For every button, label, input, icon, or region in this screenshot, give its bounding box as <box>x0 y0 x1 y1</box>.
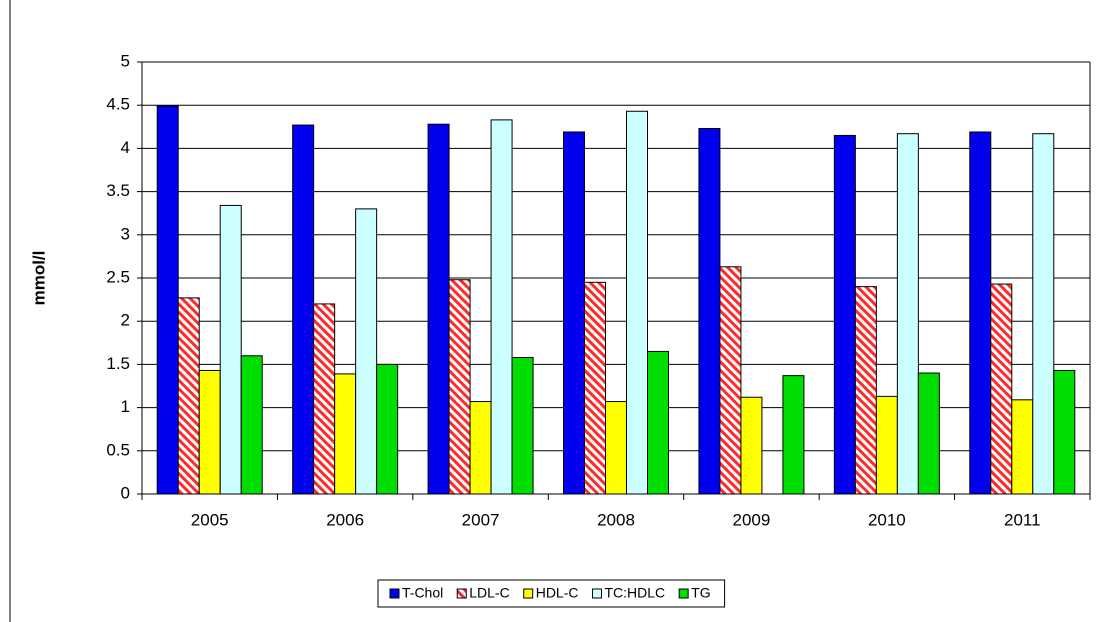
y-tick-label: 3 <box>121 224 130 243</box>
legend-label: HDL-C <box>536 585 579 601</box>
legend: T-Chol LDL-C HDL-C TC:HDLC TG <box>377 579 726 608</box>
bar <box>626 110 648 495</box>
x-tick-label: 2011 <box>1004 510 1041 529</box>
bar <box>355 208 378 495</box>
bar <box>896 133 919 495</box>
bar <box>292 124 315 495</box>
y-tick-label: 5 <box>121 51 130 70</box>
y-tick-label: 2.5 <box>106 267 130 286</box>
legend-label: LDL-C <box>469 585 509 601</box>
bar <box>647 350 669 495</box>
y-tick-label: 1 <box>121 397 130 416</box>
bar <box>198 369 221 495</box>
bar <box>1032 133 1055 495</box>
bar <box>376 363 399 495</box>
bar <box>1053 369 1076 495</box>
x-tick-label: 2010 <box>868 510 906 529</box>
y-tick-label: 4 <box>121 138 130 157</box>
bar <box>854 286 877 495</box>
bar <box>605 401 627 495</box>
x-tick-label: 2007 <box>462 510 500 529</box>
bar <box>1011 399 1034 495</box>
bar <box>719 266 742 495</box>
bar <box>240 355 263 495</box>
bar <box>448 279 471 495</box>
bar <box>782 375 805 495</box>
bar <box>427 123 450 495</box>
legend-box <box>377 579 726 608</box>
legend-swatch <box>523 588 534 599</box>
x-tick-label: 2008 <box>597 510 635 529</box>
legend-label: TC:HDLC <box>604 585 665 601</box>
bar <box>490 119 513 495</box>
bar <box>511 356 534 495</box>
x-tick-label: 2005 <box>191 510 229 529</box>
legend-swatch <box>678 588 689 599</box>
legend-label: TG <box>691 585 710 601</box>
bar <box>917 372 940 495</box>
bar <box>219 204 242 495</box>
bar <box>969 131 992 495</box>
legend-swatch <box>591 588 602 599</box>
bar <box>990 283 1013 495</box>
legend-label: T-Chol <box>402 585 443 601</box>
bar <box>740 396 763 495</box>
bar <box>177 297 200 495</box>
y-axis-label: mmol/l <box>29 251 48 306</box>
x-tick-label: 2006 <box>326 510 364 529</box>
y-tick-label: 2 <box>121 311 130 330</box>
x-tick-label: 2009 <box>733 510 771 529</box>
bar <box>469 401 492 495</box>
bar <box>334 373 357 495</box>
y-tick-label: 0.5 <box>106 440 130 459</box>
bar <box>563 131 585 495</box>
bar <box>313 303 336 495</box>
bar <box>584 281 606 495</box>
y-tick-label: 0 <box>121 483 130 502</box>
y-tick-label: 3.5 <box>106 181 130 200</box>
bar <box>156 105 179 495</box>
y-tick-label: 1.5 <box>106 354 130 373</box>
bar <box>875 395 898 495</box>
bar <box>698 128 721 495</box>
y-tick-label: 4.5 <box>106 95 130 114</box>
legend-swatch <box>456 588 467 599</box>
bar <box>833 134 856 495</box>
legend-swatch <box>389 588 400 599</box>
